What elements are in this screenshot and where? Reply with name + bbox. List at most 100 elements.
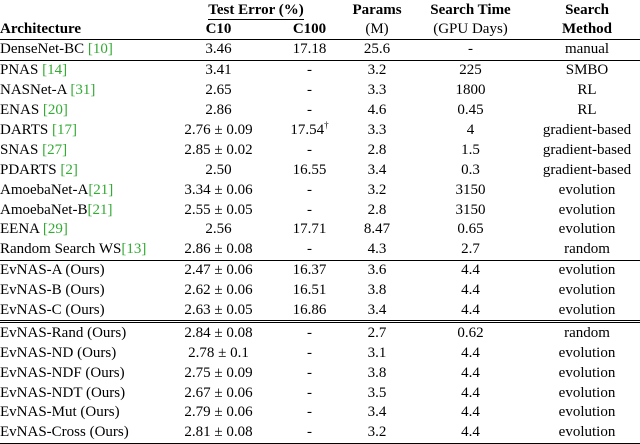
c100-error-cell: 16.55 [272, 160, 347, 180]
table-row: AmoebaNet-A[21] 3.34 ± 0.06 - 3.2 3150 evolut… [0, 180, 640, 200]
architecture-cell: EvNAS-ND (Ours) [0, 343, 165, 363]
table-row: EvNAS-ND (Ours) 2.78 ± 0.1 - 3.1 4.4 evolutio… [0, 343, 640, 363]
search-method-cell: evolution [558, 344, 616, 361]
table-row: DARTS [17] 2.76 ± 0.09 17.54† 3.3 4 gradient-… [0, 121, 640, 141]
c10-error-cell: 2.79 ± 0.06 [184, 404, 253, 421]
architecture-cell: EvNAS-B (Ours) [0, 281, 165, 301]
header-params: Params [352, 2, 402, 18]
architecture-name: PNAS [0, 62, 43, 79]
params-cell: 3.1 [367, 344, 387, 361]
architecture-cell: EvNAS-A (Ours) [0, 259, 165, 281]
architecture-name: EvNAS-Rand (Ours) [0, 324, 127, 341]
params-cell: 2.8 [367, 201, 387, 218]
citation-link[interactable]: [14] [42, 62, 68, 79]
header-search-time: Search Time [430, 2, 511, 18]
table-row: DenseNet-BC [10] 3.46 17.18 25.6- manual [0, 39, 640, 61]
table-row: ENAS [20] 2.86 - 4.6 0.45 RL [0, 101, 640, 121]
search-method-cell: RL [577, 102, 597, 119]
citation-link[interactable]: [17] [52, 122, 78, 138]
citation-link[interactable]: [31] [70, 82, 96, 99]
table-row: PNAS [14] 3.41-3.2 225 SMBO [0, 59, 640, 81]
citation-link[interactable]: [10] [87, 41, 113, 58]
table-row: EvNAS-Rand (Ours) 2.84 ± 0.08 - 2.7 0.62 rand… [0, 320, 640, 344]
table-row: PDARTS [2] 2.50 16.55 3.4 0.3 gradient-based [0, 160, 640, 180]
search-time-cell: 1.5 [461, 141, 480, 158]
c10-error-cell: 2.86 [205, 102, 232, 119]
header-c10: C10 [205, 21, 232, 37]
c100-value: - [307, 404, 312, 421]
architecture-cell: DARTS [17] [0, 121, 165, 141]
search-time-cell: 3150 [455, 201, 486, 218]
architecture-name: AmoebaNet-B [0, 201, 88, 218]
citation-link[interactable]: [27] [42, 141, 68, 158]
c10-error-cell: 2.84 ± 0.08 [165, 320, 272, 344]
search-time-cell: 4.4 [461, 364, 480, 381]
architecture-name: EENA [0, 221, 43, 238]
architecture-name: EvNAS-A (Ours) [0, 262, 105, 279]
params-cell: 4.6 [367, 102, 387, 119]
c100-error-cell: - [272, 140, 347, 160]
citation-link[interactable]: [21] [87, 201, 113, 218]
c100-error-cell: 17.71 [272, 220, 347, 240]
search-time-cell: 4.4 [461, 404, 480, 421]
header-search-time-unit: (GPU Days) [433, 21, 508, 37]
c100-error-cell: - [272, 422, 348, 444]
header-architecture-spacer [0, 0, 165, 20]
search-method-cell: evolution [558, 201, 616, 218]
params-cell: 3.3 [367, 82, 387, 99]
citation-link[interactable]: [21] [88, 181, 114, 198]
search-time-cell: 4 [466, 122, 475, 138]
c100-value: 17.54 [290, 122, 325, 138]
architecture-name: EvNAS-Cross (Ours) [0, 424, 129, 441]
table-row: Random Search WS[13] 2.86 ± 0.08 - 4.3 2.7 ra… [0, 240, 640, 260]
architecture-cell: Random Search WS[13] [0, 240, 165, 260]
c10-error-cell: 2.55 ± 0.05 [184, 201, 253, 218]
c10-error-cell: 2.78 ± 0.1 [188, 344, 249, 361]
c10-error-cell: 2.75 ± 0.09 [184, 364, 253, 381]
c10-error-cell: 2.50 [205, 161, 232, 178]
search-time-cell: 4.4 [407, 259, 535, 281]
search-time-cell: 0.62 [407, 320, 535, 344]
citation-link[interactable]: [29] [42, 221, 68, 238]
params-cell: 3.5 [367, 384, 387, 401]
architecture-cell: EvNAS-Cross (Ours) [0, 422, 165, 444]
c10-error-cell: 3.34 ± 0.06 [184, 181, 253, 198]
table-row: EvNAS-Mut (Ours) 2.79 ± 0.06 - 3.4 4.4 evolut… [0, 403, 640, 423]
c100-value: - [307, 141, 312, 158]
params-cell: 3.6 [347, 259, 408, 281]
c100-value: - [307, 424, 312, 441]
architecture-name: SNAS [0, 141, 43, 158]
citation-link[interactable]: [2] [60, 161, 78, 178]
table-row: EvNAS-NDF (Ours) 2.75 ± 0.09 - 3.8 4.4 evolut… [0, 363, 640, 383]
c10-error-cell: 2.76 ± 0.09 [184, 122, 253, 138]
c100-value: - [307, 201, 312, 218]
c10-error-cell: 2.81 ± 0.08 [165, 422, 272, 444]
c100-error-cell: - [272, 240, 347, 260]
architecture-name: EvNAS-B (Ours) [0, 282, 105, 299]
search-method-cell: SMBO [534, 59, 640, 81]
architecture-cell: EvNAS-Mut (Ours) [0, 403, 165, 423]
header-c100: C100 [292, 21, 327, 37]
search-method-cell: evolution [558, 221, 616, 238]
search-method-cell: evolution [558, 384, 616, 401]
search-method-cell: evolution [558, 364, 616, 381]
citation-link[interactable]: [13] [121, 241, 147, 258]
search-time-cell: - [407, 39, 535, 61]
c100-value: - [307, 181, 312, 198]
c100-error-cell: - [272, 383, 347, 403]
architecture-name: NASNet-A [0, 82, 71, 99]
c100-value: 17.18 [292, 41, 327, 58]
architecture-cell: AmoebaNet-A[21] [0, 180, 165, 200]
architecture-name: DenseNet-BC [0, 41, 88, 58]
architecture-cell: EvNAS-C (Ours) [0, 301, 165, 322]
params-cell: 3.4 [367, 404, 387, 421]
params-cell: 2.7 [347, 320, 408, 344]
architecture-name: ENAS [0, 102, 43, 119]
architecture-name: AmoebaNet-A [0, 181, 89, 198]
search-method-cell: evolution [534, 259, 640, 281]
table-row: SNAS [27] 2.85 ± 0.02 - 2.8 1.5 gradient-base… [0, 140, 640, 160]
table-row: EvNAS-A (Ours) 2.47 ± 0.06 16.37 3.6 4.4 evol… [0, 259, 640, 281]
citation-link[interactable]: [20] [42, 102, 68, 119]
search-method-cell: RL [577, 82, 597, 99]
params-cell: 3.8 [367, 282, 387, 299]
